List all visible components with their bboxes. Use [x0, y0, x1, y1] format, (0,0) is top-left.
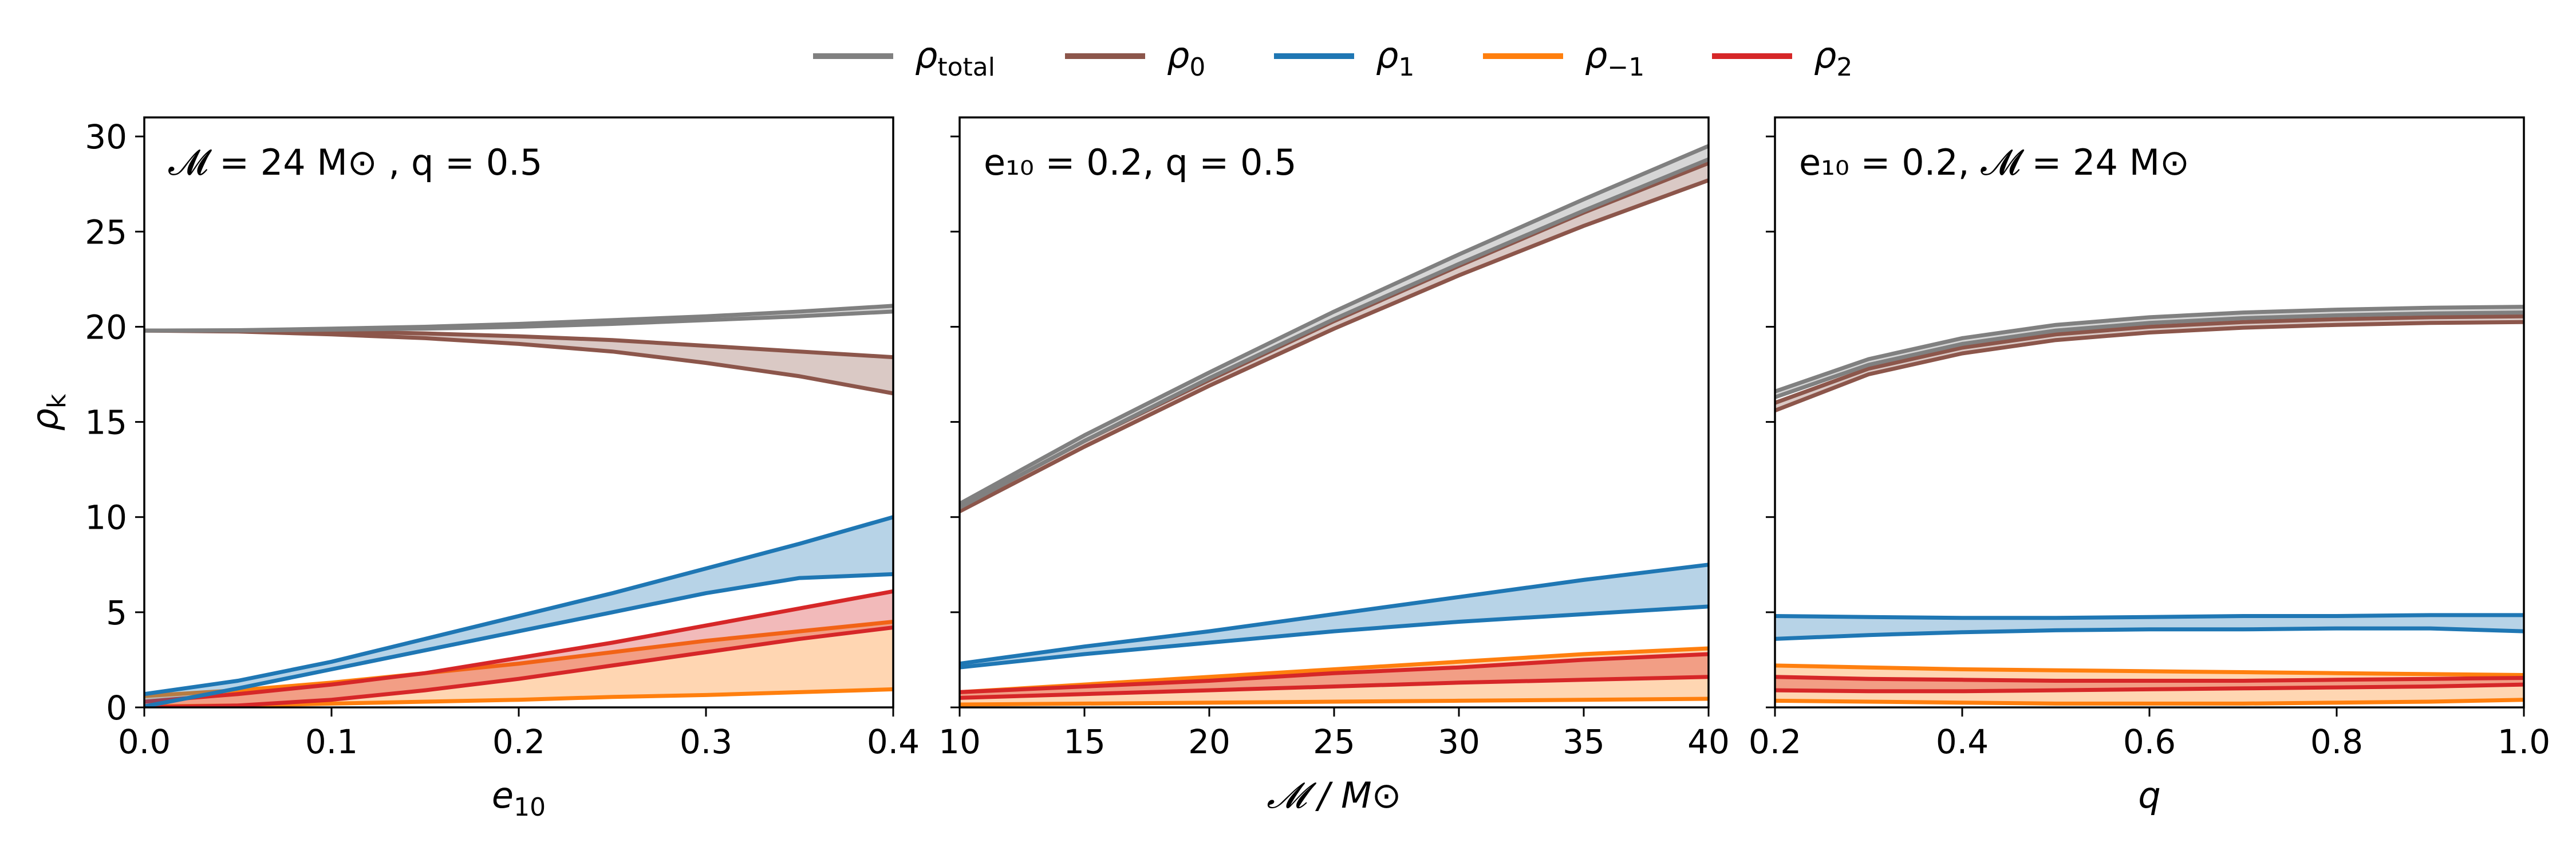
- x-axis-label: q: [2138, 774, 2160, 816]
- line-k1-upper: [960, 562, 1709, 666]
- x-tick-label: 20: [1188, 722, 1230, 761]
- line-total-upper: [960, 144, 1709, 506]
- x-axis-label: 𝓜 / M⊙: [1267, 774, 1401, 816]
- band-k0: [144, 330, 893, 394]
- line-k0-lower: [144, 328, 893, 396]
- x-axis-label: e10: [492, 774, 546, 822]
- band-k1: [1775, 615, 2524, 639]
- x-tick-label: 40: [1687, 722, 1730, 761]
- x-tick-label: 30: [1438, 722, 1480, 761]
- x-tick-label: 0.1: [305, 722, 358, 761]
- y-tick-label: 0: [106, 688, 127, 727]
- x-tick-label: 0.4: [867, 722, 920, 761]
- y-tick-label: 10: [85, 498, 127, 537]
- panel-annotation: 𝓜 = 24 M⊙ , q = 0.5: [168, 141, 542, 183]
- line-km1-lower: [1775, 698, 2524, 706]
- line-k2-upper: [960, 652, 1709, 694]
- line-km1-lower: [960, 697, 1709, 707]
- band-k1: [144, 517, 893, 707]
- line-k2-lower: [144, 625, 893, 707]
- legend-entry-k2: ρ2: [1712, 34, 1852, 82]
- x-tick-label: 0.6: [2123, 722, 2176, 761]
- panel-1: 0.0 0.1 0.2 0.3 0.4 0 5 10 15 20 25 30 𝓜 = 24 M⊙ , q…: [24, 116, 920, 822]
- legend-label-k2: ρ2: [1814, 34, 1852, 82]
- line-k0-lower: [1775, 320, 2524, 412]
- line-total-lower: [960, 157, 1709, 510]
- x-tick-label: 0.0: [118, 722, 171, 761]
- legend-label-km1: ρ−1: [1585, 34, 1644, 82]
- x-tick-label: 25: [1313, 722, 1355, 761]
- legend-label-k1: ρ1: [1376, 34, 1414, 82]
- panel-2: 10 15 20 25 30 35 40 e₁₀ = 0.2, q = 0.5 𝓜 / M⊙: [938, 116, 1730, 816]
- plot-area-1: [144, 304, 893, 707]
- panel-annotation: e₁₀ = 0.2, q = 0.5: [984, 141, 1297, 183]
- line-k2-lower: [1775, 682, 2524, 694]
- y-tick-label: 20: [85, 308, 127, 347]
- plot-area-2: [960, 144, 1709, 707]
- line-k2-lower: [960, 675, 1709, 700]
- line-km1-upper: [144, 620, 893, 698]
- line-k1-upper: [144, 515, 893, 697]
- x-tick-label: 1.0: [2498, 722, 2550, 761]
- line-total-lower: [144, 309, 893, 333]
- line-k2-upper: [144, 589, 893, 704]
- y-tick-label: 25: [85, 213, 127, 251]
- y-tick-label: 15: [85, 403, 127, 442]
- y-axis-label: ρk: [24, 394, 72, 431]
- legend-entry-k1: ρ1: [1274, 34, 1414, 82]
- line-k2-upper: [1775, 675, 2524, 683]
- y-tick-label: 5: [106, 593, 127, 632]
- line-k1-lower: [144, 572, 893, 707]
- x-tick-label: 10: [938, 722, 981, 761]
- x-tick-label: 0.2: [492, 722, 545, 761]
- x-tick-label: 35: [1563, 722, 1605, 761]
- line-k0-lower: [960, 178, 1709, 513]
- legend-label-total: ρtotal: [915, 34, 995, 82]
- line-k1-lower: [1775, 626, 2524, 641]
- x-tick-label: 0.3: [680, 722, 732, 761]
- x-tick-label: 15: [1063, 722, 1106, 761]
- line-total-upper: [1775, 305, 2524, 394]
- panel-3: 0.2 0.4 0.6 0.8 1.0 e₁₀ = 0.2, 𝓜 = 24 M⊙ q: [1749, 116, 2550, 816]
- legend-entry-km1: ρ−1: [1483, 34, 1644, 82]
- band-k0: [960, 163, 1709, 512]
- line-k1-lower: [960, 604, 1709, 670]
- x-tick-label: 0.4: [1936, 722, 1989, 761]
- legend-entry-total: ρtotal: [813, 34, 995, 82]
- line-k1-upper: [1775, 613, 2524, 620]
- line-total-lower: [1775, 310, 2524, 399]
- plot-area-3: [1775, 305, 2524, 706]
- y-tick-label: 30: [85, 117, 127, 156]
- x-tick-label: 0.2: [1749, 722, 1801, 761]
- legend-label-k0: ρ0: [1167, 34, 1205, 82]
- line-km1-upper: [1775, 663, 2524, 677]
- legend-entry-k0: ρ0: [1065, 34, 1205, 82]
- x-tick-label: 0.8: [2310, 722, 2363, 761]
- legend: ρtotal ρ0 ρ1 ρ−1 ρ2: [813, 34, 1852, 82]
- panel-annotation: e₁₀ = 0.2, 𝓜 = 24 M⊙: [1799, 141, 2190, 183]
- line-k0-upper: [1775, 314, 2524, 405]
